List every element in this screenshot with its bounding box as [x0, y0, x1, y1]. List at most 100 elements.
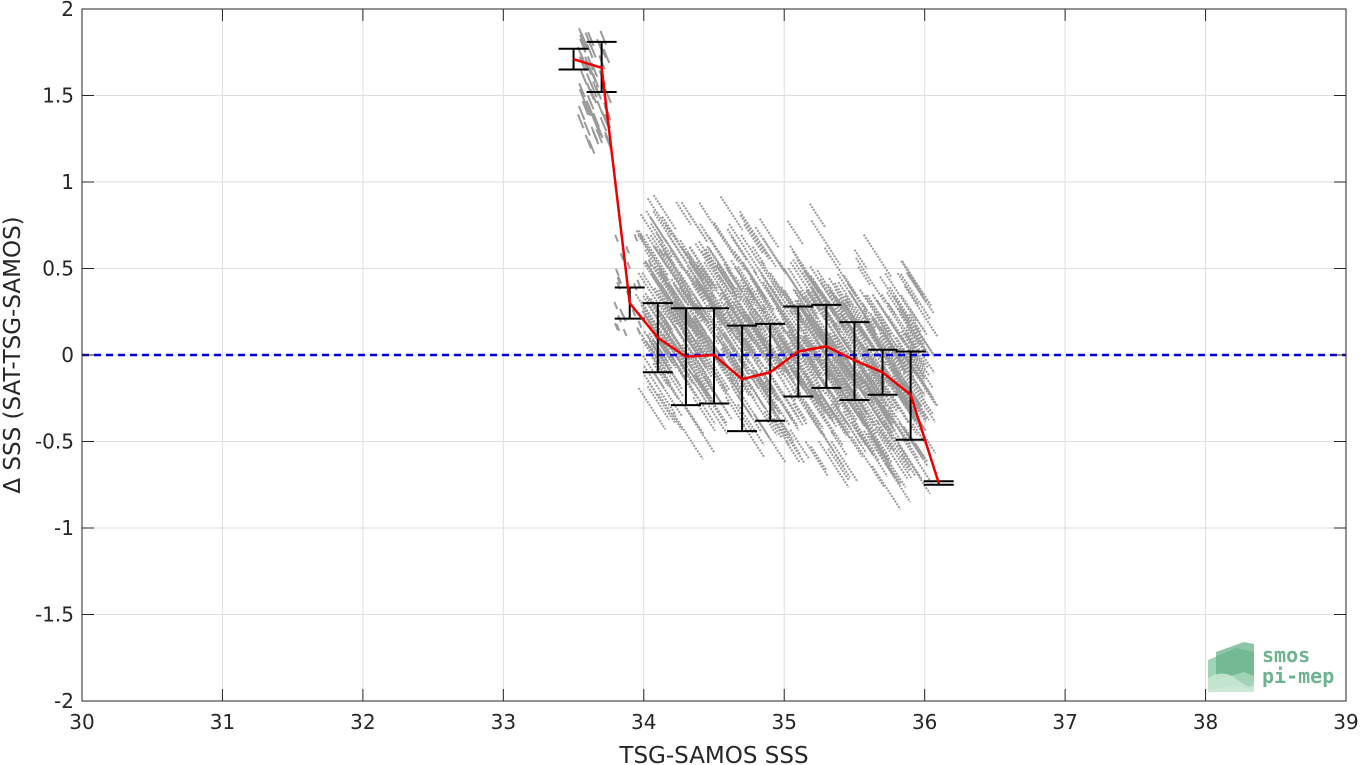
scatter-point: [810, 445, 827, 471]
scatter-point: [856, 383, 888, 430]
y-tick-label: 0: [61, 343, 74, 367]
scatter-point: [747, 314, 761, 333]
scatter-point: [904, 357, 937, 406]
scatter-point: [742, 293, 763, 324]
scatter-point: [738, 391, 771, 440]
scatter-point: [599, 116, 608, 132]
scatter-point: [637, 387, 667, 430]
scatter-point: [789, 310, 817, 351]
scatter-point: [884, 385, 906, 417]
scatter-point: [646, 197, 673, 236]
scatter-point: [830, 431, 848, 456]
y-tick-label: 1: [61, 170, 74, 194]
scatter-point: [637, 329, 666, 372]
scatter-point: [876, 420, 911, 472]
scatter-point: [827, 333, 847, 362]
scatter-point: [591, 73, 600, 88]
scatter-point: [851, 317, 873, 349]
mean-line: [573, 57, 940, 484]
scatter-point: [850, 369, 865, 390]
scatter-point: [869, 397, 894, 434]
scatter-point: [737, 265, 767, 310]
scatter-point: [878, 399, 896, 424]
scatter-point: [723, 302, 758, 353]
scatter-point: [584, 101, 592, 117]
scatter-point: [914, 443, 928, 462]
scatter-point: [732, 301, 752, 329]
scatter-point: [692, 343, 728, 396]
scatter-point: [880, 293, 896, 315]
scatter-point: [613, 301, 619, 310]
scatter-point: [751, 246, 766, 267]
scatter-point: [866, 294, 891, 330]
scatter-point: [900, 294, 926, 332]
scatter-point: [838, 297, 868, 341]
scatter-point: [584, 134, 593, 150]
scatter-point: [896, 345, 919, 377]
scatter-point: [705, 344, 734, 387]
scatter-point: [699, 223, 726, 262]
scatter-point: [832, 377, 865, 427]
scatter-point: [824, 365, 861, 419]
scatter-point: [652, 194, 678, 231]
scatter-point: [637, 229, 670, 277]
scatter-point: [578, 88, 587, 104]
scatter-point: [738, 359, 759, 389]
scatter-point: [905, 325, 921, 347]
scatter-point: [688, 260, 709, 292]
scatter-point: [877, 445, 907, 488]
scatter-point: [680, 347, 711, 392]
scatter-point: [646, 385, 670, 421]
scatter-point: [855, 257, 887, 305]
scatter-point: [671, 340, 688, 363]
scatter-point: [785, 410, 800, 431]
scatter-point: [832, 370, 864, 417]
scatter-point: [898, 308, 913, 329]
scatter-point: [750, 250, 783, 297]
scatter-point: [701, 250, 723, 282]
scatter-point: [695, 378, 728, 427]
scatter-point: [716, 282, 736, 311]
scatter-point: [874, 428, 909, 479]
scatter-point: [730, 291, 763, 339]
scatter-point: [838, 377, 866, 417]
scatter-point: [900, 260, 925, 297]
scatter-point: [626, 261, 631, 270]
scatter-point: [695, 283, 724, 324]
scatter-point: [636, 327, 642, 335]
scatter-point: [777, 335, 803, 372]
scatter-point: [641, 272, 662, 303]
scatter-point: [899, 313, 925, 352]
scatter-point: [576, 114, 585, 129]
scatter-point: [696, 305, 716, 333]
scatter-point: [592, 116, 600, 131]
scatter-point: [692, 396, 716, 432]
scatter-point: [804, 441, 829, 477]
scatter-point: [755, 289, 786, 334]
scatter-point: [730, 259, 755, 296]
scatter-point: [844, 294, 864, 324]
scatter-point: [646, 379, 676, 424]
scatter-point: [749, 312, 782, 361]
scatter-point: [744, 315, 774, 360]
scatter-point: [787, 317, 816, 361]
scatter-point: [695, 323, 710, 344]
scatter-point: [817, 440, 850, 488]
x-tick-label: 37: [1052, 710, 1077, 734]
scatter-point: [889, 346, 925, 399]
scatter-point: [586, 43, 594, 59]
scatter-point: [657, 393, 683, 431]
scatter-point: [654, 335, 674, 365]
scatter-point: [870, 394, 901, 440]
scatter-point: [729, 353, 759, 396]
scatter-point: [804, 295, 818, 315]
scatter-point: [661, 216, 679, 242]
scatter-point: [595, 128, 604, 144]
scatter-point: [804, 318, 820, 340]
scatter-point: [830, 441, 859, 483]
scatter-point: [583, 121, 591, 136]
scatter-point: [706, 309, 730, 345]
scatter-point: [770, 351, 785, 372]
scatter-point: [792, 403, 808, 425]
